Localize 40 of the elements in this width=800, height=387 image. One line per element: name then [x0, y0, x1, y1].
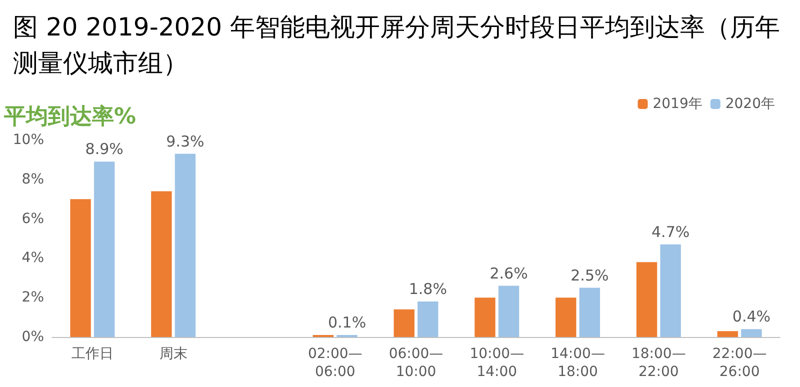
x-tick-label: 18:00— 22:00 — [631, 346, 686, 380]
bar — [717, 331, 738, 337]
data-label: 0.4% — [732, 308, 771, 326]
x-tick-label: 工作日 — [71, 346, 114, 362]
y-axis-title: 平均到达率% — [3, 104, 136, 130]
bar — [660, 244, 681, 337]
x-tick-label: 14:00— 18:00 — [550, 346, 605, 380]
data-label: 9.3% — [166, 132, 204, 150]
data-label: 4.7% — [652, 222, 690, 241]
bar — [394, 309, 414, 337]
bar — [636, 262, 658, 337]
bar — [579, 288, 600, 337]
data-label: 0.1% — [328, 314, 366, 332]
bar — [498, 286, 520, 337]
bar — [94, 162, 115, 337]
x-tick-label: 10:00— 14:00 — [470, 346, 524, 380]
bar — [70, 199, 91, 337]
y-tick-label: 6% — [22, 210, 44, 227]
y-tick-label: 4% — [22, 250, 44, 266]
bar — [418, 302, 438, 337]
legend-label: 2020年 — [725, 96, 776, 112]
legend-label: 2019年 — [652, 96, 702, 112]
x-tick-label: 周末 — [159, 346, 188, 362]
data-label: 2.6% — [490, 264, 528, 282]
x-tick-label: 22:00— 26:00 — [712, 346, 767, 380]
bar — [174, 154, 196, 337]
x-tick-label: 06:00— 10:00 — [388, 346, 444, 380]
data-label: 8.9% — [85, 140, 124, 158]
data-label: 1.8% — [408, 280, 447, 298]
y-tick-label: 8% — [22, 171, 44, 188]
y-tick-label: 0% — [22, 329, 44, 345]
y-tick-label: 10% — [12, 132, 44, 148]
bar — [556, 298, 576, 337]
bar — [474, 298, 496, 337]
bar — [741, 329, 762, 337]
chart-title: 图 20 2019-2020 年智能电视开屏分周天分时段日平均到达率（历年测量仪城市组） — [13, 12, 780, 78]
data-label: 2.5% — [570, 266, 609, 284]
x-tick-label: 02:00— 06:00 — [308, 346, 362, 380]
bar — [151, 191, 172, 337]
y-tick-label: 2% — [22, 290, 44, 306]
